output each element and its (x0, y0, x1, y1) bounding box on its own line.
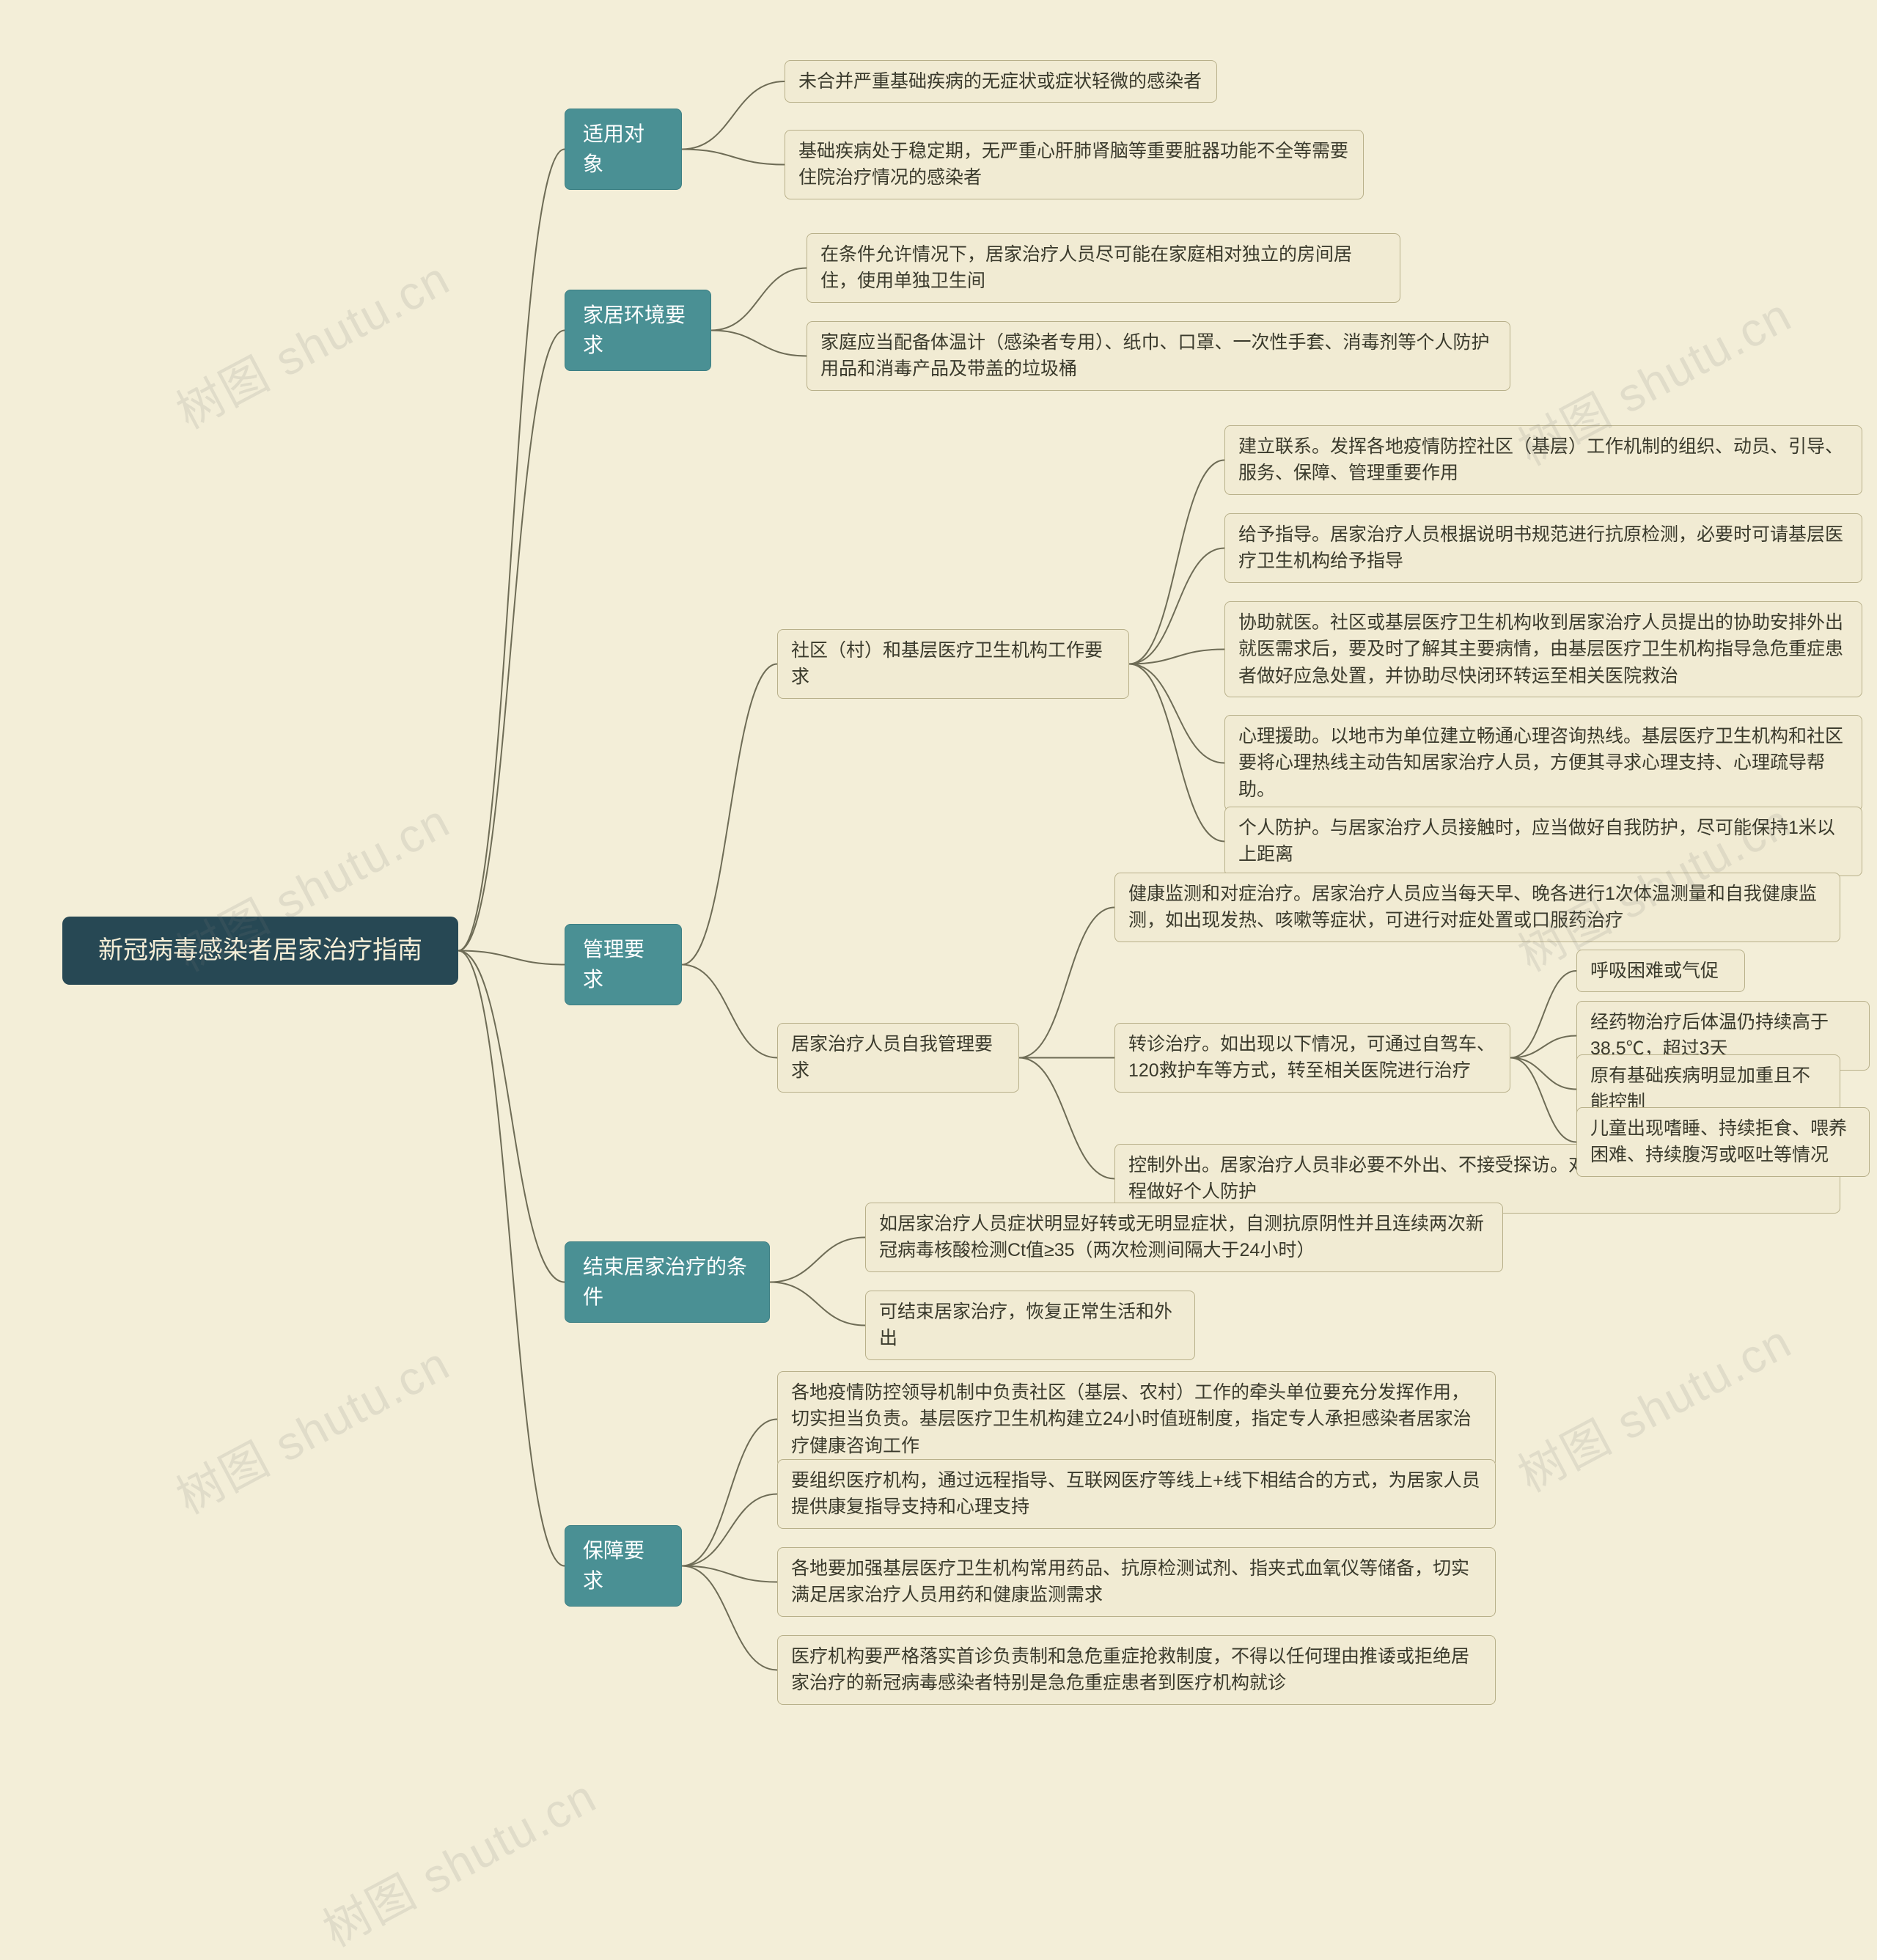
mindmap-node-n10: 健康监测和对症治疗。居家治疗人员应当每天早、晚各进行1次体温测量和自我健康监测，… (1114, 873, 1840, 942)
connector (458, 951, 565, 1566)
mindmap-node-s1: 适用对象 (565, 109, 682, 190)
mindmap-node-n14: 可结束居家治疗，恢复正常生活和外出 (865, 1291, 1195, 1360)
mindmap-node-n8: 心理援助。以地市为单位建立畅通心理咨询热线。基层医疗卫生机构和社区要将心理热线主… (1224, 715, 1862, 811)
connector (458, 150, 565, 951)
mindmap-node-n11a: 呼吸困难或气促 (1576, 950, 1745, 992)
connector (1019, 908, 1114, 1058)
mindmap-node-n13: 如居家治疗人员症状明显好转或无明显症状，自测抗原阴性并且连续两次新冠病毒核酸检测… (865, 1203, 1503, 1272)
connector (458, 951, 565, 965)
mindmap-node-n5: 建立联系。发挥各地疫情防控社区（基层）工作机制的组织、动员、引导、服务、保障、管… (1224, 425, 1862, 495)
connector (682, 1420, 777, 1566)
connector (1129, 548, 1224, 664)
connector (682, 965, 777, 1058)
connector (682, 81, 785, 150)
connector (682, 664, 777, 965)
mindmap-node-n9: 个人防护。与居家治疗人员接触时，应当做好自我防护，尽可能保持1米以上距离 (1224, 807, 1862, 876)
mindmap-node-n11: 转诊治疗。如出现以下情况，可通过自驾车、120救护车等方式，转至相关医院进行治疗 (1114, 1023, 1510, 1093)
connector (1129, 664, 1224, 763)
connector (1510, 1058, 1576, 1142)
mindmap-node-s3a: 社区（村）和基层医疗卫生机构工作要求 (777, 629, 1129, 699)
connector (711, 268, 807, 331)
mindmap-node-n3: 在条件允许情况下，居家治疗人员尽可能在家庭相对独立的房间居住，使用单独卫生间 (807, 233, 1400, 303)
connector (1510, 1036, 1576, 1058)
connector (1019, 1058, 1114, 1179)
connector (682, 1566, 777, 1582)
connector (458, 951, 565, 1282)
connector (711, 331, 807, 356)
mindmap-node-s5: 保障要求 (565, 1525, 682, 1607)
connector (770, 1238, 865, 1282)
watermark: 树图 shutu.cn (309, 1759, 606, 1960)
mindmap-node-n15: 各地疫情防控领导机制中负责社区（基层、农村）工作的牵头单位要充分发挥作用，切实担… (777, 1371, 1496, 1467)
connector (682, 1566, 777, 1670)
connector (1129, 664, 1224, 842)
connector (682, 150, 785, 165)
connector (1129, 460, 1224, 664)
mindmap-node-n6: 给予指导。居家治疗人员根据说明书规范进行抗原检测，必要时可请基层医疗卫生机构给予… (1224, 513, 1862, 583)
connector (1510, 971, 1576, 1058)
connector (458, 331, 565, 951)
mindmap-node-root: 新冠病毒感染者居家治疗指南 (62, 917, 458, 985)
connector (1129, 650, 1224, 664)
mindmap-node-s3: 管理要求 (565, 924, 682, 1005)
mindmap-node-s4: 结束居家治疗的条件 (565, 1241, 770, 1323)
mindmap-node-n4: 家庭应当配备体温计（感染者专用）、纸巾、口罩、一次性手套、消毒剂等个人防护用品和… (807, 321, 1510, 391)
connector (770, 1282, 865, 1326)
mindmap-node-n7: 协助就医。社区或基层医疗卫生机构收到居家治疗人员提出的协助安排外出就医需求后，要… (1224, 601, 1862, 697)
watermark: 树图 shutu.cn (1505, 1304, 1801, 1505)
connector (1510, 1058, 1576, 1090)
mindmap-node-s3b: 居家治疗人员自我管理要求 (777, 1023, 1019, 1093)
mindmap-node-n2: 基础疾病处于稳定期，无严重心肝肺肾脑等重要脏器功能不全等需要住院治疗情况的感染者 (785, 130, 1364, 199)
watermark: 树图 shutu.cn (163, 1326, 460, 1527)
connector (682, 1494, 777, 1566)
mindmap-node-s2: 家居环境要求 (565, 290, 711, 371)
mindmap-node-n1: 未合并严重基础疾病的无症状或症状轻微的感染者 (785, 60, 1217, 103)
mindmap-node-n16: 要组织医疗机构，通过远程指导、互联网医疗等线上+线下相结合的方式，为居家人员提供… (777, 1459, 1496, 1529)
watermark: 树图 shutu.cn (163, 241, 460, 442)
mindmap-node-n11d: 儿童出现嗜睡、持续拒食、喂养困难、持续腹泻或呕吐等情况 (1576, 1107, 1870, 1177)
mindmap-node-n17: 各地要加强基层医疗卫生机构常用药品、抗原检测试剂、指夹式血氧仪等储备，切实满足居… (777, 1547, 1496, 1617)
mindmap-node-n18: 医疗机构要严格落实首诊负责制和急危重症抢救制度，不得以任何理由推诿或拒绝居家治疗… (777, 1635, 1496, 1705)
